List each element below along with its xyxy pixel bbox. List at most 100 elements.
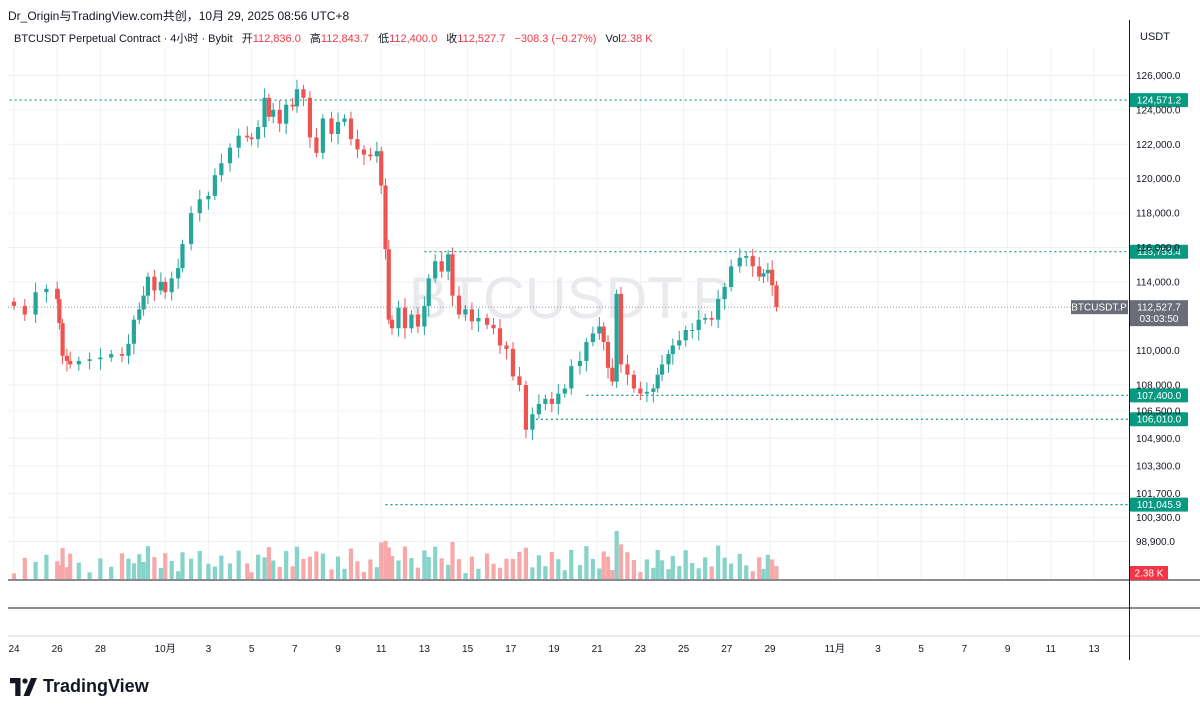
candle-body[interactable] — [266, 97, 271, 117]
candle-body[interactable] — [109, 354, 114, 358]
candle-body[interactable] — [450, 254, 455, 296]
currency-label[interactable]: USDT — [1140, 31, 1170, 43]
candle-body[interactable] — [750, 256, 755, 267]
candle-body[interactable] — [536, 403, 541, 415]
candle-body[interactable] — [176, 268, 181, 279]
candle-body[interactable] — [696, 319, 701, 330]
candle-body[interactable] — [409, 314, 414, 329]
candle-body[interactable] — [722, 287, 727, 300]
candle-body[interactable] — [271, 109, 276, 117]
candle-body[interactable] — [126, 343, 131, 356]
candle-body[interactable] — [601, 326, 606, 343]
candle-body[interactable] — [329, 118, 334, 134]
candle-body[interactable] — [597, 326, 602, 334]
candle-body[interactable] — [638, 388, 643, 394]
candle-body[interactable] — [320, 118, 325, 153]
candle-body[interactable] — [426, 278, 431, 306]
candle-body[interactable] — [491, 324, 496, 329]
candle-body[interactable] — [439, 261, 444, 272]
candle-body[interactable] — [396, 307, 401, 329]
candle-body[interactable] — [55, 288, 60, 300]
candle-body[interactable] — [562, 388, 567, 394]
candle-body[interactable] — [765, 269, 770, 274]
candle-body[interactable] — [530, 414, 535, 430]
candle-body[interactable] — [476, 317, 481, 322]
candle-body[interactable] — [290, 104, 295, 107]
candle-body[interactable] — [131, 319, 136, 344]
candle-body[interactable] — [517, 376, 522, 386]
candle-body[interactable] — [549, 398, 554, 404]
candle-body[interactable] — [389, 319, 395, 329]
candle-body[interactable] — [659, 364, 665, 375]
tradingview-brand[interactable]: TradingView — [10, 676, 149, 697]
candle-body[interactable] — [729, 266, 734, 288]
candle-body[interactable] — [277, 109, 282, 124]
candle-body[interactable] — [57, 299, 62, 324]
candle-body[interactable] — [335, 121, 341, 134]
candle-body[interactable] — [446, 254, 451, 272]
candle-body[interactable] — [342, 118, 347, 122]
candle-body[interactable] — [76, 360, 81, 365]
candle-body[interactable] — [361, 149, 367, 155]
candle-body[interactable] — [379, 151, 384, 186]
candle-body[interactable] — [569, 366, 574, 389]
candle-body[interactable] — [523, 385, 529, 430]
candle-body[interactable] — [169, 278, 174, 293]
candle-body[interactable] — [709, 317, 714, 320]
candle-body[interactable] — [137, 309, 142, 320]
candle-body[interactable] — [383, 185, 388, 250]
candle-body[interactable] — [402, 307, 408, 329]
candle-body[interactable] — [577, 360, 583, 367]
candle-body[interactable] — [614, 293, 619, 382]
candle-body[interactable] — [348, 118, 354, 140]
candle-body[interactable] — [744, 256, 749, 258]
candle-body[interactable] — [236, 135, 241, 148]
candle-body[interactable] — [422, 305, 427, 327]
candle-body[interactable] — [180, 244, 185, 269]
candle-body[interactable] — [510, 348, 516, 377]
candle-body[interactable] — [141, 295, 146, 310]
candle-body[interactable] — [87, 359, 92, 361]
candle-body[interactable] — [556, 393, 561, 404]
candle-body[interactable] — [644, 391, 649, 394]
candle-body[interactable] — [68, 360, 73, 365]
candle-body[interactable] — [433, 261, 438, 279]
candle-body[interactable] — [197, 199, 202, 214]
candle-body[interactable] — [484, 317, 490, 325]
candle-body[interactable] — [98, 357, 103, 360]
candle-body[interactable] — [189, 213, 194, 245]
candle-body[interactable] — [670, 345, 675, 355]
candle-body[interactable] — [605, 342, 611, 368]
candle-body[interactable] — [655, 374, 660, 389]
candle-body[interactable] — [368, 154, 373, 157]
candle-body[interactable] — [469, 309, 475, 322]
candle-body[interactable] — [631, 374, 637, 389]
candle-body[interactable] — [206, 195, 211, 200]
candle-body[interactable] — [227, 147, 233, 164]
candle-body[interactable] — [33, 292, 38, 315]
candle-body[interactable] — [158, 281, 163, 291]
candle-body[interactable] — [262, 97, 267, 128]
candle-body[interactable] — [249, 137, 254, 140]
candle-body[interactable] — [386, 249, 391, 320]
candle-body[interactable] — [590, 333, 595, 343]
candle-body[interactable] — [774, 285, 779, 308]
candle-body[interactable] — [737, 257, 742, 267]
candle-body[interactable] — [219, 163, 224, 176]
candle-body[interactable] — [651, 388, 656, 392]
candle-body[interactable] — [44, 288, 49, 293]
candle-body[interactable] — [677, 340, 682, 346]
candle-body[interactable] — [64, 355, 70, 361]
candle-body[interactable] — [610, 367, 615, 382]
candle-body[interactable] — [355, 139, 360, 150]
candle-body[interactable] — [314, 137, 319, 153]
candle-body[interactable] — [255, 127, 261, 140]
candle-body[interactable] — [716, 299, 721, 320]
candle-body[interactable] — [703, 317, 708, 320]
candle-body[interactable] — [757, 266, 762, 277]
candle-body[interactable] — [245, 135, 250, 138]
candle-body[interactable] — [618, 293, 624, 365]
candle-body[interactable] — [625, 364, 630, 375]
candle-body[interactable] — [690, 329, 695, 331]
candle-body[interactable] — [761, 273, 766, 277]
